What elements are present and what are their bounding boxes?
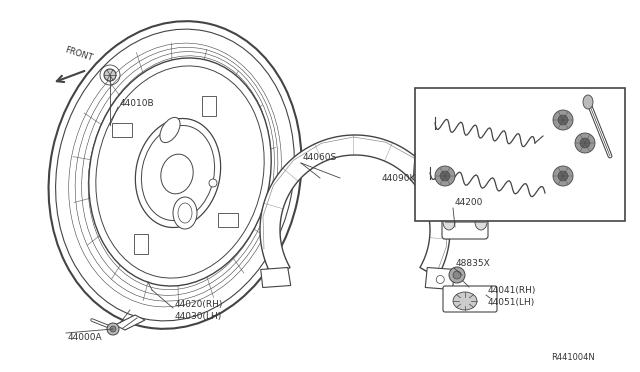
- Ellipse shape: [553, 110, 573, 130]
- Ellipse shape: [575, 133, 595, 153]
- Text: 44010B: 44010B: [120, 99, 155, 108]
- Text: 44030(LH): 44030(LH): [175, 312, 222, 321]
- Ellipse shape: [443, 214, 455, 230]
- Polygon shape: [260, 135, 450, 278]
- Ellipse shape: [161, 154, 193, 194]
- Polygon shape: [260, 267, 291, 288]
- Text: FRONT: FRONT: [64, 45, 94, 63]
- Ellipse shape: [558, 171, 568, 181]
- FancyBboxPatch shape: [112, 124, 132, 137]
- Ellipse shape: [583, 95, 593, 109]
- FancyBboxPatch shape: [443, 286, 497, 312]
- Text: 44200: 44200: [455, 198, 483, 206]
- Text: 44041(RH): 44041(RH): [488, 286, 536, 295]
- FancyBboxPatch shape: [202, 96, 216, 116]
- Ellipse shape: [558, 115, 568, 125]
- Ellipse shape: [209, 179, 217, 187]
- Text: 44090K: 44090K: [382, 173, 417, 183]
- Ellipse shape: [110, 326, 116, 332]
- Ellipse shape: [453, 292, 477, 310]
- Bar: [415, 88, 625, 221]
- FancyBboxPatch shape: [442, 205, 488, 239]
- Ellipse shape: [440, 171, 450, 181]
- Text: 44020(RH): 44020(RH): [175, 301, 223, 310]
- Text: R441004N: R441004N: [551, 353, 595, 362]
- Text: 44051(LH): 44051(LH): [488, 298, 535, 308]
- Ellipse shape: [580, 138, 590, 148]
- Polygon shape: [425, 267, 455, 289]
- Ellipse shape: [135, 119, 221, 228]
- Ellipse shape: [104, 69, 116, 81]
- Ellipse shape: [173, 197, 197, 229]
- Ellipse shape: [453, 271, 461, 279]
- Text: 48835X: 48835X: [456, 259, 491, 267]
- Ellipse shape: [49, 21, 301, 329]
- Polygon shape: [115, 315, 145, 330]
- FancyBboxPatch shape: [218, 213, 238, 227]
- FancyBboxPatch shape: [134, 234, 148, 254]
- Ellipse shape: [436, 276, 444, 283]
- Ellipse shape: [449, 267, 465, 283]
- Ellipse shape: [160, 118, 180, 142]
- Text: 44000A: 44000A: [68, 333, 102, 341]
- Ellipse shape: [107, 323, 119, 335]
- Ellipse shape: [475, 214, 487, 230]
- Ellipse shape: [89, 58, 271, 286]
- Ellipse shape: [178, 203, 192, 223]
- Ellipse shape: [435, 166, 455, 186]
- Ellipse shape: [553, 166, 573, 186]
- Text: 44060S: 44060S: [303, 153, 337, 161]
